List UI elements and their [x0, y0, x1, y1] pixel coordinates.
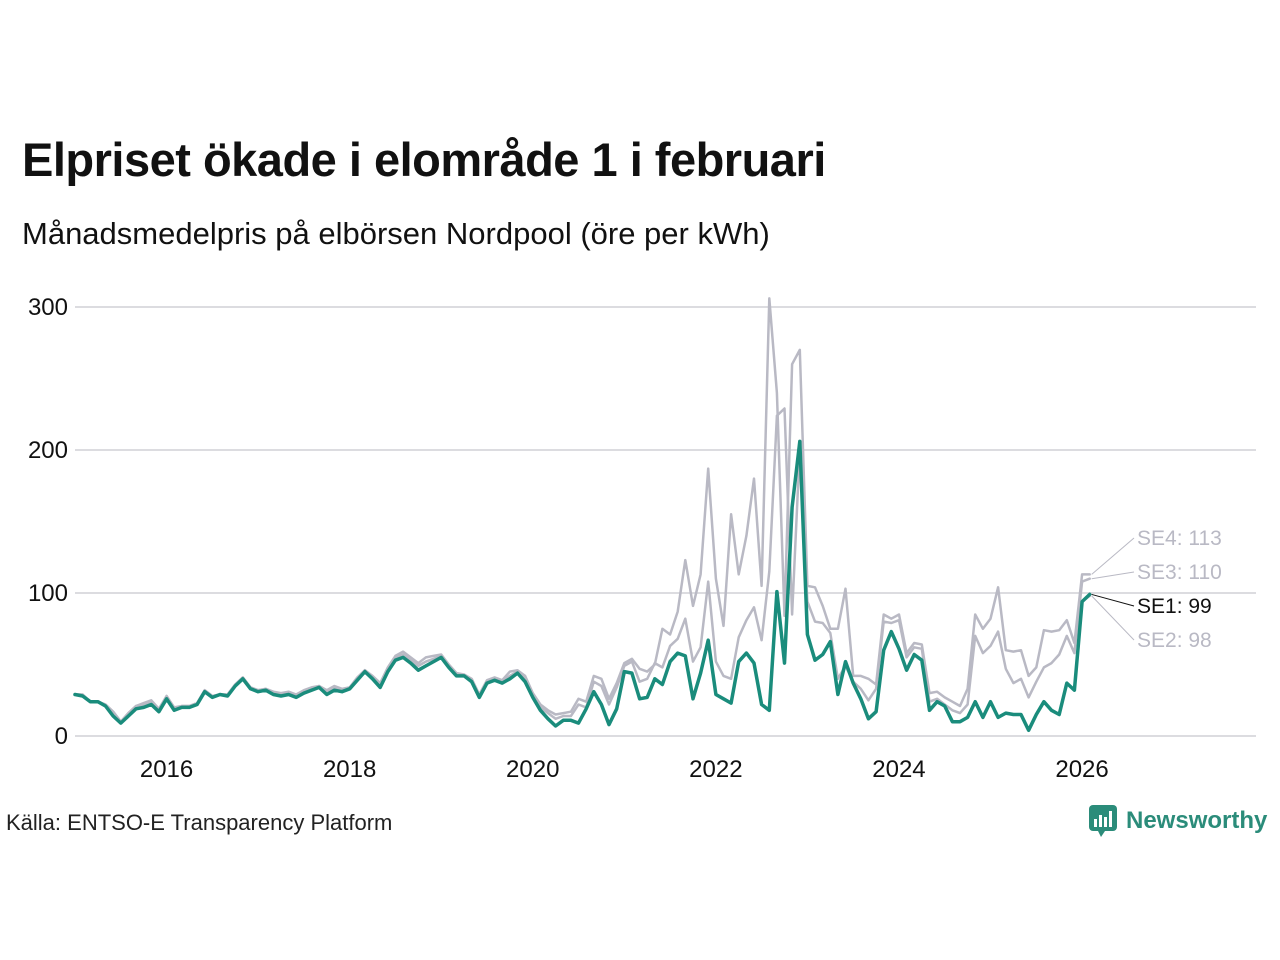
x-tick-label-2018: 2018	[323, 756, 376, 783]
series-label-se1: SE1: 99	[1137, 595, 1212, 618]
x-tick-label-2022: 2022	[689, 756, 742, 783]
series-label-se2: SE2: 98	[1137, 629, 1212, 652]
series-label-se3: SE3: 110	[1137, 561, 1222, 584]
series-line-se2	[73, 440, 1091, 732]
label-leader-se3	[1091, 571, 1135, 580]
series-label-se4: SE4: 113	[1137, 527, 1222, 550]
chart-subtitle: Månadsmedelpris på elbörsen Nordpool (ör…	[22, 216, 770, 251]
x-axis-ticks: 2016 2018 2020 2022 2024 2026	[140, 756, 1109, 783]
label-leader-se2	[1091, 595, 1135, 641]
newsworthy-logo-icon	[1089, 805, 1117, 837]
y-tick-label-200: 200	[28, 437, 68, 464]
label-leader-se4	[1091, 537, 1135, 575]
gridlines	[75, 306, 1256, 737]
y-axis-ticks: 0 100 200 300	[28, 294, 68, 750]
y-tick-label-300: 300	[28, 294, 68, 321]
series-line-se1	[73, 439, 1092, 733]
series-labels: SE1: 99 SE2: 98 SE3: 110 SE4: 113	[1091, 527, 1222, 652]
x-tick-label-2016: 2016	[140, 756, 193, 783]
y-tick-label-100: 100	[28, 580, 68, 607]
series-line-se3	[73, 407, 1091, 723]
brand-name: Newsworthy	[1126, 807, 1268, 834]
chart-title: Elpriset ökade i elområde 1 i februari	[22, 133, 826, 186]
source-note: Källa: ENTSO-E Transparency Platform	[6, 810, 393, 835]
brand-logo: Newsworthy	[1088, 804, 1267, 838]
x-tick-label-2026: 2026	[1055, 756, 1108, 783]
series-lines	[73, 297, 1092, 733]
x-tick-label-2020: 2020	[506, 756, 559, 783]
x-tick-label-2024: 2024	[872, 756, 925, 783]
label-leader-se1	[1091, 593, 1135, 607]
y-tick-label-0: 0	[55, 723, 68, 750]
series-line-se4	[73, 297, 1091, 723]
